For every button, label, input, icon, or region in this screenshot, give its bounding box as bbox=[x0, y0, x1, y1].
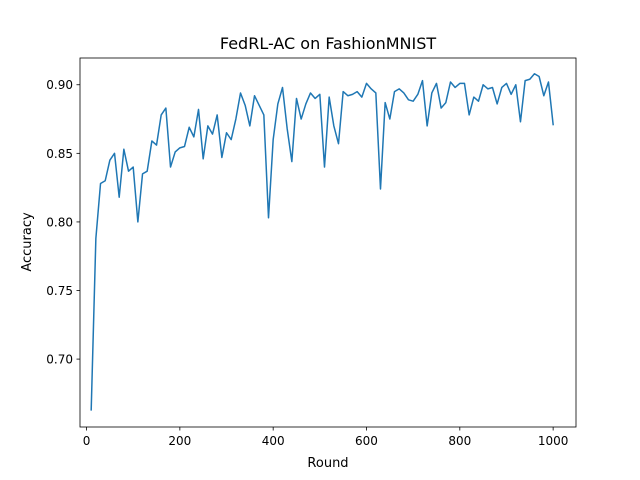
chart-title: FedRL-AC on FashionMNIST bbox=[220, 34, 436, 53]
axes-frame bbox=[79, 57, 577, 428]
y-tick-label: 0.85 bbox=[46, 147, 73, 161]
x-tick-label: 800 bbox=[448, 434, 471, 448]
x-axis-label: Round bbox=[307, 456, 348, 471]
x-tick-label: 400 bbox=[262, 434, 285, 448]
y-tick-label: 0.80 bbox=[46, 215, 73, 229]
x-tick-label: 200 bbox=[168, 434, 191, 448]
x-tick-label: 0 bbox=[83, 434, 91, 448]
y-tick-label: 0.75 bbox=[46, 284, 73, 298]
y-axis-label: Accuracy bbox=[20, 212, 35, 272]
plot-area: 0 200 400 600 800 1000 0.70 0.75 0.80 0.85 0.90 bbox=[46, 57, 577, 448]
series-line-0 bbox=[90, 73, 554, 411]
x-tick-label: 600 bbox=[355, 434, 378, 448]
y-tick-label: 0.70 bbox=[46, 353, 73, 367]
y-tick-label: 0.90 bbox=[46, 78, 73, 92]
x-tick-label: 1000 bbox=[538, 434, 569, 448]
